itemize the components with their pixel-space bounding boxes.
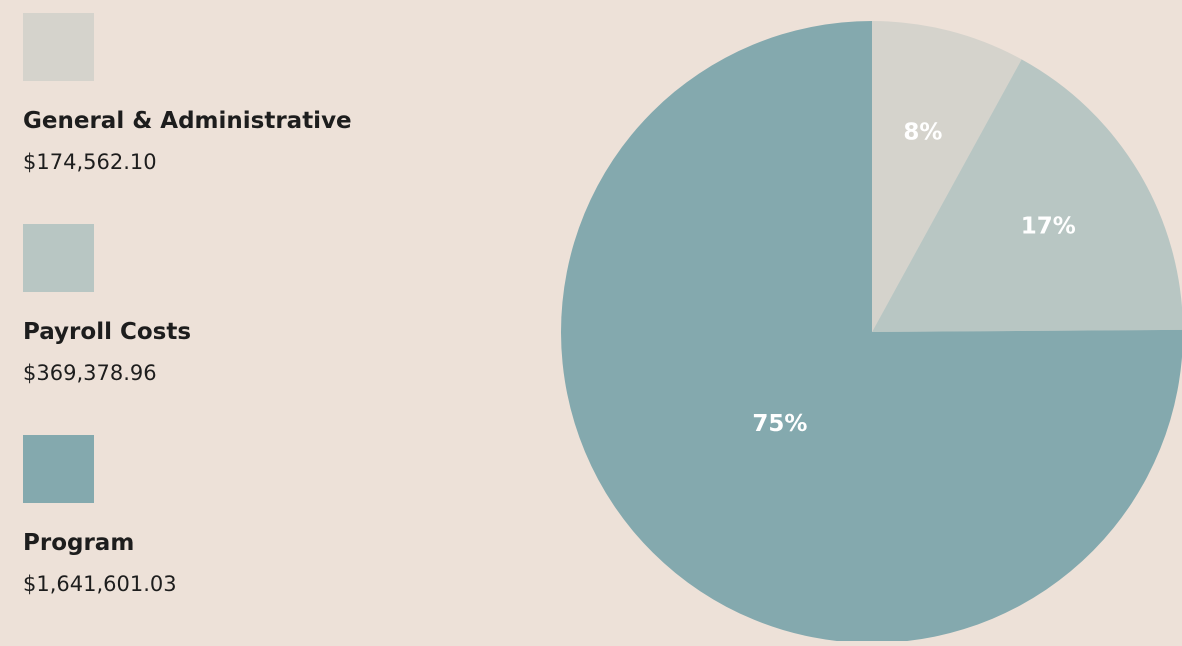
legend-swatch-program bbox=[23, 435, 94, 503]
pie-slice-payroll-costs bbox=[872, 59, 1182, 332]
legend-value-program: $1,641,601.03 bbox=[23, 572, 177, 596]
pie-slice-percent-label: 17% bbox=[1021, 213, 1076, 239]
legend-label-payroll-costs: Payroll Costs bbox=[23, 319, 192, 345]
chart-legend: General & Administrative $174,562.10 Pay… bbox=[23, 13, 483, 646]
legend-label-general-administrative: General & Administrative bbox=[23, 108, 352, 134]
pie-slice-program bbox=[561, 21, 1182, 641]
legend-value-payroll-costs: $369,378.96 bbox=[23, 361, 157, 385]
legend-swatch-payroll-costs bbox=[23, 224, 94, 292]
pie-slice-general-administrative bbox=[872, 21, 1022, 332]
legend-item-payroll-costs: Payroll Costs $369,378.96 bbox=[23, 224, 483, 435]
legend-item-general-administrative: General & Administrative $174,562.10 bbox=[23, 13, 483, 224]
legend-label-program: Program bbox=[23, 530, 135, 556]
legend-swatch-general-administrative bbox=[23, 13, 94, 81]
legend-item-program: Program $1,641,601.03 bbox=[23, 435, 483, 646]
legend-value-general-administrative: $174,562.10 bbox=[23, 150, 157, 174]
pie-slice-percent-label: 75% bbox=[752, 411, 807, 437]
pie-slice-percent-label: 8% bbox=[903, 120, 942, 146]
